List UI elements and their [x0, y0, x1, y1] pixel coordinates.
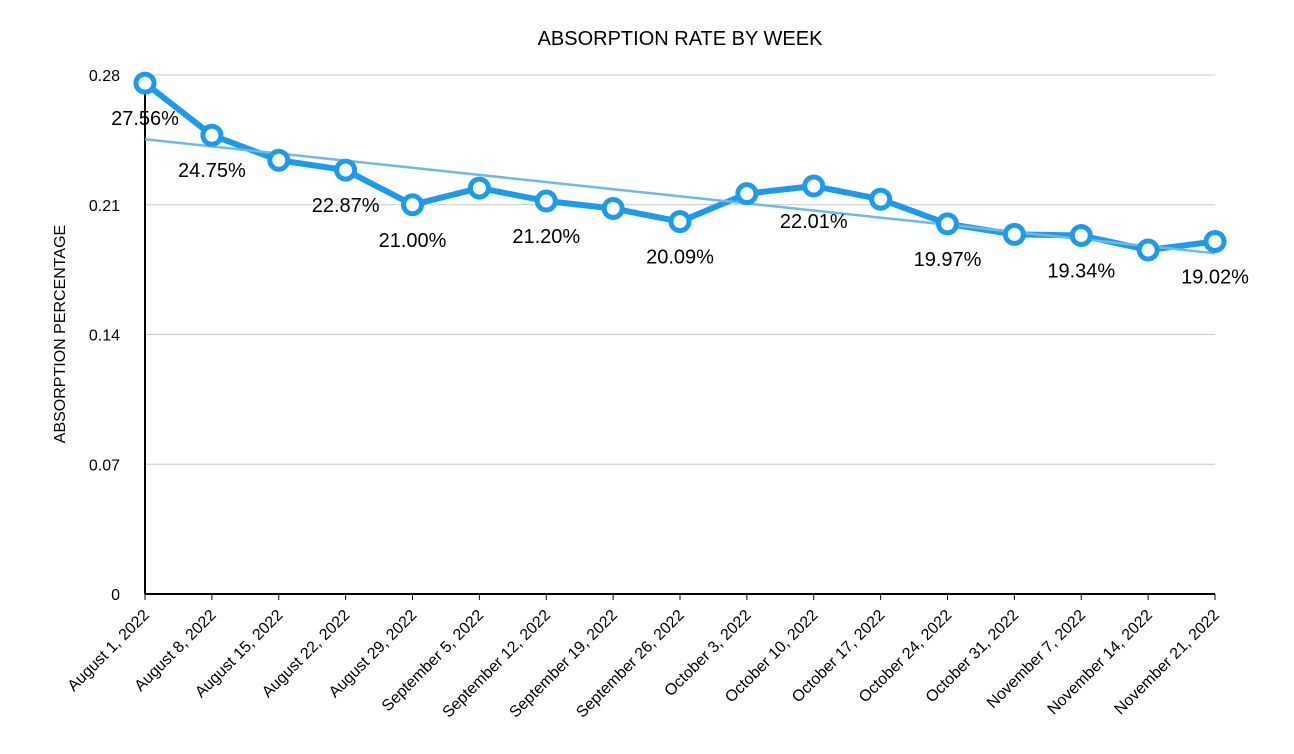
- data-point: [401, 193, 424, 217]
- data-label: 19.02%: [1181, 266, 1249, 288]
- data-label: 19.34%: [1047, 261, 1115, 283]
- data-point: [735, 182, 759, 206]
- y-tick-label: 0.14: [89, 328, 120, 345]
- y-axis-label: ABSORPTION PERCENTAGE: [52, 225, 69, 443]
- data-label: 20.09%: [646, 247, 714, 269]
- data-label: 22.01%: [780, 211, 848, 233]
- data-point: [1069, 224, 1093, 248]
- y-tick-label: 0.07: [89, 457, 120, 474]
- y-tick-label: 0.21: [89, 198, 120, 215]
- y-tick-label: 0.28: [89, 68, 120, 85]
- data-label: 21.20%: [512, 226, 580, 248]
- data-point: [601, 196, 625, 220]
- data-point: [802, 174, 826, 198]
- y-tick-label: 0: [111, 587, 120, 604]
- data-point: [1002, 222, 1026, 246]
- data-point: [1203, 229, 1227, 253]
- data-point: [1136, 238, 1160, 262]
- data-label: 21.00%: [379, 230, 447, 252]
- data-label: 24.75%: [178, 160, 246, 182]
- data-label: 19.97%: [914, 249, 982, 271]
- grid: [145, 74, 1215, 465]
- data-point: [200, 123, 224, 147]
- data-point: [534, 189, 558, 213]
- chart-title: ABSORPTION RATE BY WEEK: [538, 28, 824, 50]
- trendline: [144, 138, 1216, 255]
- data-label: 27.56%: [111, 108, 179, 130]
- data-point: [467, 176, 491, 200]
- data-point: [869, 187, 893, 211]
- data-point: [936, 212, 959, 236]
- data-label: 22.87%: [312, 195, 380, 217]
- data-point: [668, 210, 692, 234]
- data-point: [334, 158, 358, 182]
- data-point: [267, 148, 291, 172]
- data-point: [133, 71, 157, 95]
